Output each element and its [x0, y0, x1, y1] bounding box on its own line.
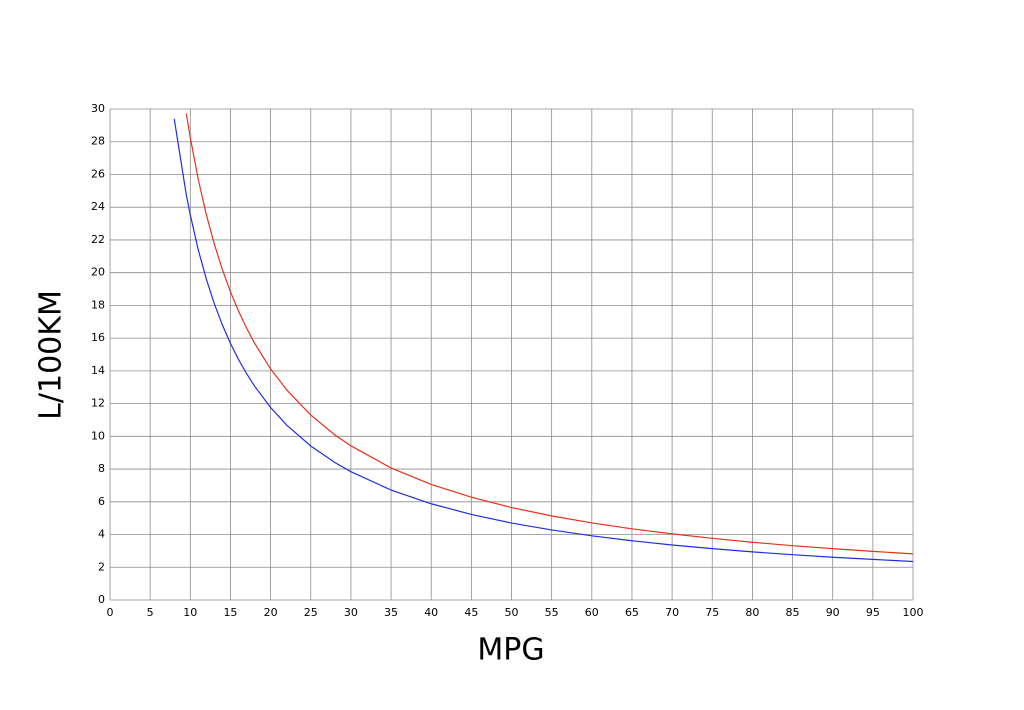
- x-tick-label: 80: [745, 606, 759, 619]
- x-tick-label: 65: [625, 606, 639, 619]
- y-tick-label: 6: [98, 495, 105, 508]
- line-series: [173, 118, 913, 563]
- y-tick-label: 16: [91, 331, 105, 344]
- x-tick-label: 95: [866, 606, 880, 619]
- x-tick-label: 45: [464, 606, 478, 619]
- x-axis-title: MPG: [477, 633, 544, 668]
- x-tick-label: 30: [344, 606, 358, 619]
- y-tick-label: 30: [91, 102, 105, 115]
- y-tick-label: 12: [91, 397, 105, 410]
- x-tick-label: 70: [665, 606, 679, 619]
- x-tick-label: 20: [264, 606, 278, 619]
- x-tick-label: 5: [147, 606, 154, 619]
- y-tick-label: 20: [91, 266, 105, 279]
- x-tick-label: 40: [424, 606, 438, 619]
- y-tick-label: 14: [91, 364, 105, 377]
- x-tick-label: 25: [304, 606, 318, 619]
- y-tick-label: 10: [91, 429, 105, 442]
- x-tick-label: 10: [183, 606, 197, 619]
- y-tick-label: 2: [98, 560, 105, 573]
- y-axis-title: L/100KM: [34, 290, 69, 420]
- x-tick-label: 35: [384, 606, 398, 619]
- y-tick-label: 26: [91, 167, 105, 180]
- x-tick-label: 50: [505, 606, 519, 619]
- y-tick-label: 22: [91, 233, 105, 246]
- x-tick-label: 60: [585, 606, 599, 619]
- x-tick-label: 85: [786, 606, 800, 619]
- y-tick-label: 4: [98, 528, 105, 541]
- x-tick-label: 100: [903, 606, 924, 619]
- x-tick-label: 90: [826, 606, 840, 619]
- line-series: [185, 113, 913, 555]
- y-tick-label: 8: [98, 462, 105, 475]
- x-tick-label: 0: [107, 606, 114, 619]
- x-tick-label: 75: [705, 606, 719, 619]
- x-tick-label: 55: [545, 606, 559, 619]
- x-tick-label: 15: [223, 606, 237, 619]
- y-tick-label: 0: [98, 593, 105, 606]
- y-tick-label: 28: [91, 135, 105, 148]
- y-tick-label: 18: [91, 298, 105, 311]
- y-tick-label: 24: [91, 200, 105, 213]
